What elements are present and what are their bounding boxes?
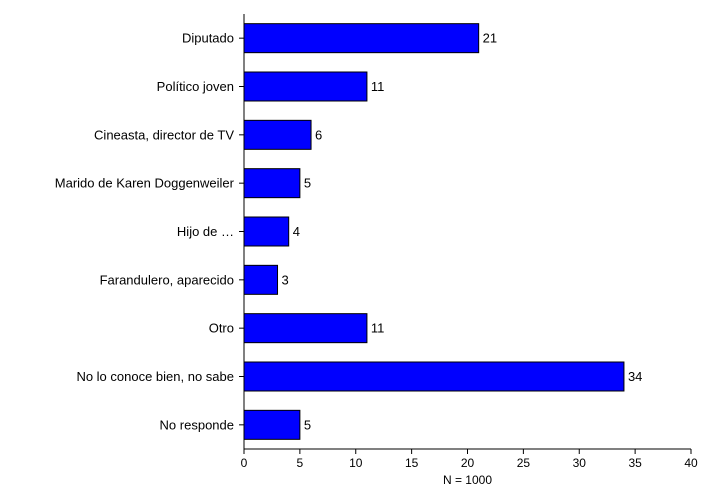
x-tick-label: 20 — [461, 456, 475, 470]
value-label: 5 — [304, 176, 311, 191]
bar — [243, 313, 368, 344]
bar — [243, 23, 480, 54]
category-label: Farandulero, aparecido — [100, 272, 234, 287]
bar — [243, 409, 301, 440]
bar — [243, 216, 290, 247]
x-tick-label: 30 — [573, 456, 587, 470]
bar — [243, 119, 312, 150]
value-label: 21 — [483, 31, 497, 46]
x-tick-label: 40 — [684, 456, 698, 470]
x-tick-label: 0 — [241, 456, 248, 470]
category-label: Hijo de … — [177, 224, 234, 239]
category-label: No responde — [160, 417, 234, 432]
x-tick-label: 25 — [517, 456, 531, 470]
value-labels: 21 11 6 5 4 3 11 34 5 — [282, 31, 643, 433]
value-label: 34 — [628, 369, 642, 384]
bar-group — [243, 23, 625, 440]
value-label: 4 — [293, 224, 300, 239]
x-axis-title: N = 1000 — [443, 473, 492, 487]
category-label: Cineasta, director de TV — [94, 127, 234, 142]
x-tick-label: 5 — [297, 456, 304, 470]
value-label: 11 — [371, 321, 385, 336]
bar — [243, 264, 279, 295]
x-tick-label: 15 — [405, 456, 419, 470]
category-label: Marido de Karen Doggenweiler — [55, 176, 235, 191]
category-label: Otro — [209, 321, 234, 336]
bar — [243, 361, 625, 392]
bar — [243, 71, 368, 102]
value-label: 11 — [371, 79, 385, 94]
category-label: No lo conoce bien, no sabe — [76, 369, 234, 384]
value-label: 5 — [304, 417, 311, 432]
value-label: 3 — [282, 272, 289, 287]
category-labels: Diputado Político joven Cineasta, director… — [55, 31, 235, 433]
x-tick-label: 35 — [628, 456, 642, 470]
value-label: 6 — [315, 127, 322, 142]
category-label: Diputado — [182, 31, 234, 46]
x-axis-ticks: 0 5 10 15 20 25 30 35 40 — [239, 37, 698, 470]
x-tick-label: 10 — [349, 456, 363, 470]
category-label: Político joven — [157, 79, 234, 94]
bar — [243, 168, 301, 199]
